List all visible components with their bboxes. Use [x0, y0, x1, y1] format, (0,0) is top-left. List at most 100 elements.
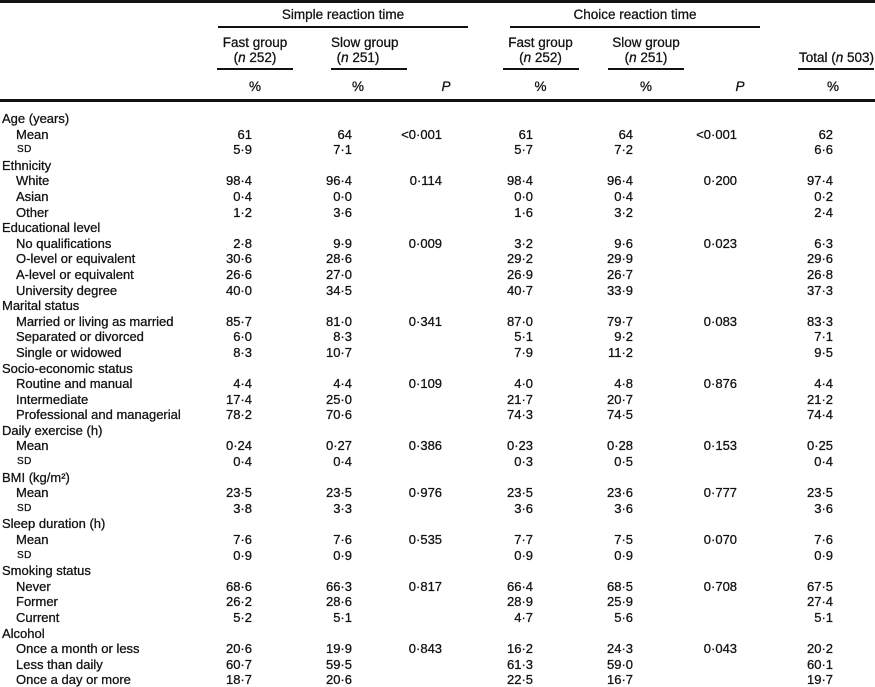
cell-value	[385, 101, 480, 127]
cell-value: 29·2	[507, 251, 534, 267]
cell-value	[480, 563, 585, 579]
cell-value	[690, 501, 765, 517]
cell-value: 4·4	[814, 376, 834, 392]
cell-value	[385, 548, 480, 564]
cell-value: 0·9	[233, 547, 252, 563]
group-underline	[608, 68, 685, 70]
cell-value: 66·3	[325, 578, 352, 594]
cell-value: 23·6	[607, 485, 634, 501]
cell-value	[305, 470, 385, 486]
cell-value	[205, 563, 305, 579]
cell-value	[765, 361, 875, 377]
cell-value: 0·4	[814, 454, 834, 470]
table-row: Married or living as married 85·7 81·0 0·34…	[0, 314, 875, 330]
cell-value: 20·7	[607, 391, 634, 407]
cell-value: 0·386	[408, 438, 443, 454]
cell-value: 3·8	[233, 500, 252, 516]
cell-value	[690, 407, 765, 423]
row-label: Married or living as married	[16, 313, 174, 329]
cell-value	[385, 251, 480, 267]
cell-value	[205, 626, 305, 642]
cell-value: 6·3	[814, 235, 834, 251]
cell-value: 4·0	[514, 376, 534, 392]
cell-value: 68·6	[225, 578, 252, 594]
cell-value: 5·2	[233, 610, 252, 625]
cell-value: 60·1	[807, 656, 834, 672]
group-n: (n 252)	[519, 49, 562, 65]
cell-value: 26·2	[225, 594, 252, 610]
cell-value	[385, 516, 480, 532]
table-row: Alcohol	[0, 625, 875, 642]
row-label: Smoking status	[2, 563, 91, 579]
cell-value	[205, 101, 305, 127]
group-header-simple-slow: Slow group (n 251)	[305, 28, 407, 70]
cell-value	[690, 626, 765, 642]
cell-value: 74·4	[807, 407, 834, 423]
cell-value: 66·4	[507, 578, 534, 594]
cell-value: 33·9	[607, 282, 634, 298]
group-name: Fast group	[508, 35, 573, 50]
cell-value	[690, 142, 765, 158]
table-row: BMI (kg/m²)	[0, 470, 875, 486]
cell-value: 0·9	[514, 547, 534, 563]
cell-value: 0·200	[703, 173, 738, 189]
cell-value: 0·9	[333, 547, 352, 563]
table-row: Single or widowed 8·3 10·7 7·9 11·2 9·5	[0, 345, 875, 361]
cell-value: 79·7	[607, 313, 634, 329]
table-row: Once a day or more 18·7 20·6 22·5 16·7 19·7	[0, 672, 875, 687]
row-label: Once a day or more	[16, 672, 131, 687]
cell-value: 81·0	[325, 313, 352, 329]
table-row: SD 0·9 0·9 0·9 0·9 0·9	[0, 547, 875, 564]
cell-value	[765, 158, 875, 174]
cell-value: 8·3	[233, 344, 252, 360]
cell-value: 3·6	[514, 500, 534, 516]
cell-value: 7·1	[814, 329, 834, 345]
table-row: SD 3·8 3·3 3·6 3·6 3·6	[0, 501, 875, 517]
row-label: Ethnicity	[2, 157, 52, 173]
cell-value: 2·4	[814, 204, 834, 220]
unit-p-choice: P	[690, 70, 766, 102]
cell-value	[385, 392, 480, 408]
cell-value	[585, 101, 690, 127]
p-column-spacer	[385, 28, 480, 70]
cell-value: 3·6	[814, 500, 834, 516]
cell-value	[385, 610, 480, 626]
cell-value: 64	[618, 126, 634, 142]
cell-value: 19·7	[807, 672, 834, 687]
group-name: Fast group	[222, 35, 288, 50]
cell-value: 23·5	[507, 485, 534, 501]
cell-value	[585, 298, 690, 314]
table-row: Smoking status	[0, 563, 875, 579]
cell-value: 40·0	[225, 282, 252, 298]
table-row: Sleep duration (h)	[0, 516, 875, 532]
cell-value: 18·7	[225, 672, 252, 687]
cell-value	[385, 563, 480, 579]
cell-value: 0·5	[614, 454, 634, 470]
cell-value: 5·7	[514, 142, 534, 158]
row-label: Mean	[16, 485, 49, 501]
cell-value: 28·6	[325, 251, 352, 267]
group-n: (n 251)	[336, 49, 380, 65]
cell-value: 4·7	[514, 610, 534, 625]
cell-value: 85·7	[225, 313, 252, 329]
cell-value: 0·043	[703, 641, 738, 657]
cell-value: 68·5	[607, 578, 634, 594]
cell-value	[690, 158, 765, 174]
cell-value	[305, 158, 385, 174]
cell-value	[385, 454, 480, 470]
cell-value: 40·7	[507, 282, 534, 298]
cell-value	[690, 657, 765, 673]
cell-value	[480, 220, 585, 236]
cell-value: 0·817	[408, 578, 443, 594]
row-label: Marital status	[2, 298, 80, 314]
cell-value	[585, 516, 690, 532]
row-label: Intermediate	[16, 391, 89, 407]
cell-value: <0·001	[696, 126, 738, 142]
cell-value	[690, 516, 765, 532]
group-name: Slow group	[612, 35, 680, 50]
cell-value: 0·2	[814, 188, 834, 204]
total-underline	[798, 68, 875, 70]
cell-value	[305, 298, 385, 314]
cell-value: 8·3	[333, 329, 352, 345]
